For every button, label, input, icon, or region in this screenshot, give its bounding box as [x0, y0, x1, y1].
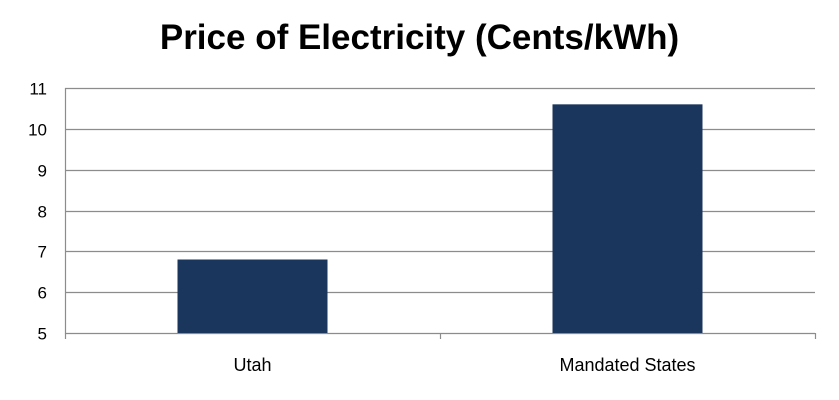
- y-tick-label: 6: [38, 284, 47, 303]
- chart-title: Price of Electricity (Cents/kWh): [159, 18, 680, 57]
- y-tick-label: 10: [28, 121, 47, 140]
- y-tick-label: 11: [29, 80, 47, 99]
- x-category-label: Utah: [233, 355, 271, 375]
- y-tick-label: 9: [38, 162, 47, 181]
- bar: [177, 259, 328, 333]
- y-tick-label: 7: [38, 243, 47, 262]
- bar: [552, 104, 703, 333]
- x-category-label: Mandated States: [559, 355, 695, 375]
- y-tick-label: 5: [38, 325, 47, 344]
- y-tick-label: 8: [38, 203, 47, 222]
